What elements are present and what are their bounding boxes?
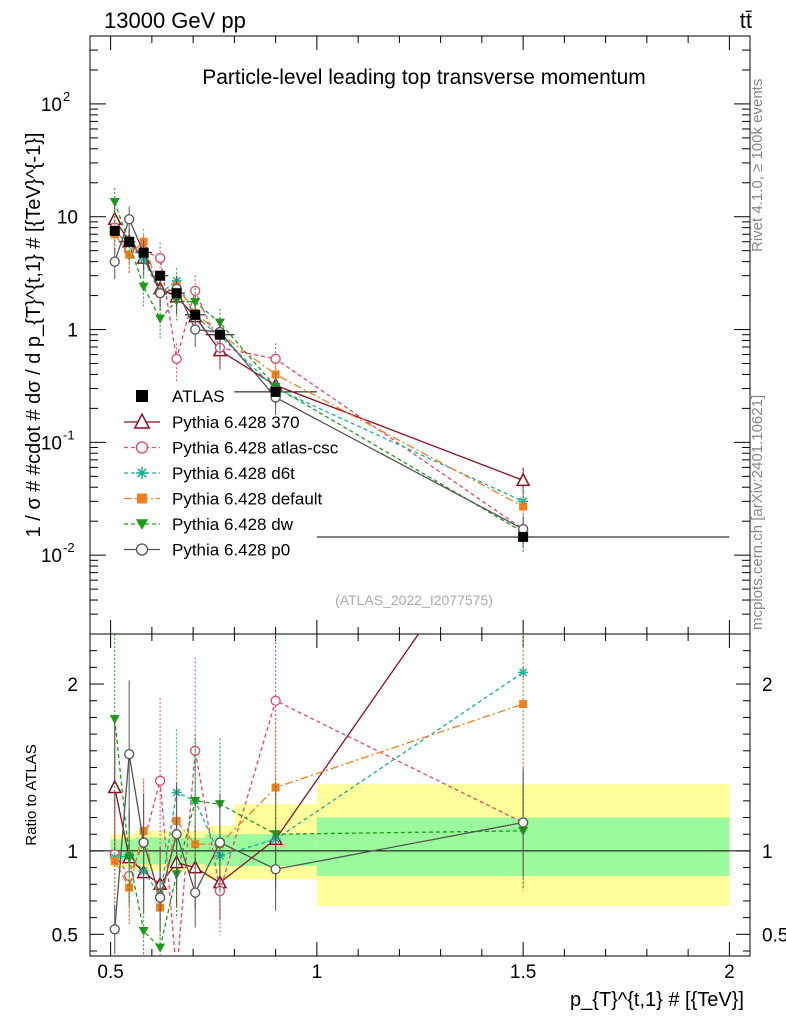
ratio-plot-series xyxy=(107,634,529,956)
point-marker xyxy=(124,236,135,247)
point-marker xyxy=(109,256,120,267)
point-marker xyxy=(109,715,120,725)
legend-label-atlas: ATLAS xyxy=(172,387,225,406)
legend-label: Pythia 6.428 d6t xyxy=(172,464,295,483)
point-marker xyxy=(124,748,135,760)
ratio-y-tick-label-right: 0.5 xyxy=(762,925,786,946)
point-marker xyxy=(138,837,149,848)
ratio-series-line xyxy=(114,699,524,956)
point-marker xyxy=(124,214,135,225)
point-marker xyxy=(190,298,201,308)
legend: ATLAS Pythia 6.428 370 Pythia 6.428 atlas-… xyxy=(124,387,339,560)
point-marker xyxy=(190,285,201,297)
mcplots-label: mcplots.cern.ch [arXiv:2401.10621] xyxy=(749,395,766,630)
y-tick-label: 10 xyxy=(41,95,62,116)
point-marker xyxy=(515,472,531,487)
y-tick-exponent: -2 xyxy=(63,540,75,555)
ratio-y-tick-label-right: 1 xyxy=(762,842,773,863)
y-axis-title-ratio: Ratio to ATLAS xyxy=(23,744,40,845)
point-marker xyxy=(155,943,166,953)
point-marker xyxy=(133,412,151,429)
point-marker xyxy=(155,314,166,324)
point-marker xyxy=(518,531,529,542)
point-marker xyxy=(518,496,529,507)
point-marker xyxy=(135,441,149,454)
point-marker xyxy=(135,543,149,556)
legend-label: Pythia 6.428 p0 xyxy=(172,541,290,560)
chart-title: Particle-level leading top transverse mo… xyxy=(202,66,646,89)
x-tick-label: 2 xyxy=(724,962,735,983)
ratio-y-tick-label: 0.5 xyxy=(52,925,78,946)
point-marker xyxy=(518,667,529,678)
point-marker xyxy=(136,467,148,479)
point-marker xyxy=(154,288,166,299)
y-tick-label: 10 xyxy=(41,433,62,454)
legend-label: Pythia 6.428 atlas-csc xyxy=(172,439,339,458)
point-marker xyxy=(190,887,201,898)
y-tick-label: 10 xyxy=(41,546,62,567)
point-marker xyxy=(154,775,166,786)
analysis-id: (ATLAS_2022_I2077575) xyxy=(335,592,493,608)
x-tick-label: 1.5 xyxy=(510,962,536,983)
point-marker xyxy=(154,892,166,903)
point-marker xyxy=(124,853,135,863)
point-marker xyxy=(154,252,166,264)
x-axis-title: p_{T}^{t,1} # [{TeV}] xyxy=(570,989,744,1011)
point-marker xyxy=(171,288,182,299)
point-marker xyxy=(109,225,120,236)
point-marker xyxy=(109,924,120,935)
point-marker xyxy=(125,883,134,892)
ratio-series-line xyxy=(114,719,524,949)
rivet-version-label: Rivet 4.1.0, ≥ 100k events xyxy=(749,79,766,252)
series-line xyxy=(114,227,524,530)
point-marker xyxy=(214,837,226,848)
point-marker xyxy=(190,796,201,806)
point-marker xyxy=(155,270,166,281)
point-marker xyxy=(109,198,120,208)
point-marker xyxy=(138,282,149,292)
legend-marker-atlas xyxy=(136,390,148,402)
energy-label: 13000 GeV pp xyxy=(104,8,246,33)
point-marker xyxy=(519,700,528,709)
point-marker xyxy=(270,386,281,397)
x-tick-label: 1 xyxy=(312,962,323,983)
ratio-y-tick-label: 2 xyxy=(67,675,78,696)
ratio-panel-frame xyxy=(89,633,751,957)
point-marker xyxy=(190,309,201,320)
point-marker xyxy=(171,353,182,364)
legend-label: Pythia 6.428 370 xyxy=(172,413,300,432)
point-marker xyxy=(137,493,147,504)
point-marker xyxy=(138,247,149,258)
ratio-y-tick-label-right: 2 xyxy=(762,675,773,696)
point-marker xyxy=(270,695,281,706)
legend-label: Pythia 6.428 dw xyxy=(172,515,294,534)
x-tick-label: 0.5 xyxy=(97,962,123,983)
y-tick-label: 1 xyxy=(67,321,78,342)
y-axis-title-main: 1 / σ # #cdot # dσ / d p_{T}^{t,1} # [{T… xyxy=(23,133,45,538)
process-label: tt̄ xyxy=(740,8,752,33)
point-marker xyxy=(270,864,281,875)
series-line xyxy=(114,231,524,502)
point-marker xyxy=(214,329,225,340)
ratio-y-tick-label: 1 xyxy=(67,842,78,863)
point-marker xyxy=(519,502,528,511)
point-marker xyxy=(136,519,148,530)
point-marker xyxy=(171,829,182,840)
point-marker xyxy=(190,324,201,335)
y-tick-label: 10 xyxy=(57,208,78,229)
point-marker xyxy=(138,926,149,936)
point-marker xyxy=(110,856,119,865)
ratio-series-line xyxy=(114,703,524,908)
main-plot-series xyxy=(107,188,730,553)
y-tick-exponent: -1 xyxy=(63,427,75,442)
point-marker xyxy=(517,817,529,828)
legend-label: Pythia 6.428 default xyxy=(172,490,323,509)
ratio-bands xyxy=(90,784,750,906)
point-marker xyxy=(191,840,200,849)
y-tick-exponent: 2 xyxy=(63,89,70,104)
